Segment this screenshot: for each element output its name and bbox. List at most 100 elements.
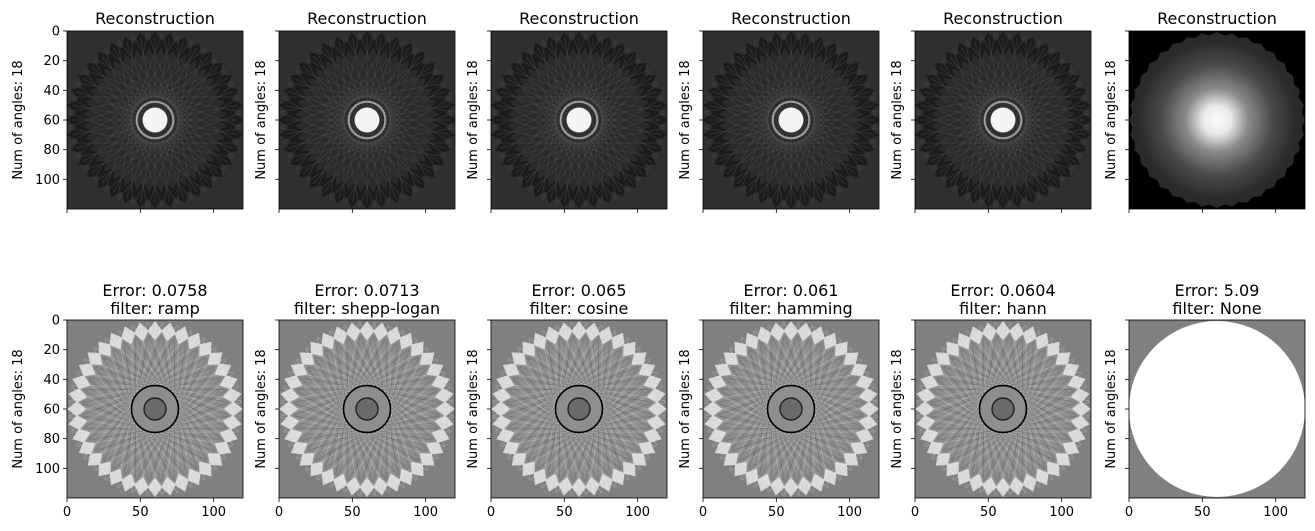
panel-title: Reconstruction	[307, 9, 427, 28]
streak-line	[740, 49, 799, 207]
blur-blob	[1137, 40, 1297, 200]
y-tick-label: 100	[35, 173, 60, 188]
streak-line	[704, 82, 870, 113]
streak-line	[280, 127, 446, 158]
y-axis-label: Num of angles: 18	[11, 349, 26, 468]
streak-line	[940, 58, 1026, 205]
streak-line	[556, 58, 642, 205]
x-tick-label: 50	[1194, 505, 1211, 520]
streak-line	[117, 41, 148, 207]
streak-line	[507, 40, 616, 170]
y-axis-label: Num of angles: 18	[678, 60, 693, 179]
streak-line	[529, 48, 659, 157]
streak-line	[359, 33, 418, 191]
streak-line	[117, 33, 148, 199]
streak-line	[162, 33, 193, 199]
streak-line	[931, 40, 1040, 170]
streak-line	[492, 69, 650, 128]
streak-line	[330, 40, 439, 170]
streak-line	[344, 35, 430, 182]
image-area	[67, 320, 243, 498]
ring	[559, 100, 599, 140]
streak-line	[162, 41, 193, 207]
y-tick-label: 20	[43, 54, 60, 69]
streak-line	[783, 33, 842, 191]
streak-line	[76, 82, 242, 113]
streak-line	[720, 69, 878, 128]
streak-line	[374, 41, 405, 207]
streak-line	[923, 48, 1053, 157]
streak-line	[118, 40, 227, 170]
streak-line	[916, 82, 1082, 113]
panel-title: Error: 0.065	[532, 281, 627, 300]
streak-line	[317, 48, 447, 157]
streak-line	[923, 83, 1053, 192]
center-dot	[778, 107, 804, 133]
streak-line	[344, 58, 430, 205]
streak-line	[282, 97, 429, 183]
streak-line	[83, 40, 192, 170]
streak-line	[280, 112, 438, 171]
streak-line	[995, 33, 1054, 191]
y-tick-label: 40	[43, 373, 60, 388]
streak-line	[147, 49, 206, 207]
streak-line	[754, 40, 863, 170]
subplot-panel: 0 20 40 60 80 100 0 50 100 Num of angles: 18 Error…	[11, 281, 244, 520]
error-center	[567, 397, 591, 421]
streak-line	[965, 33, 996, 199]
y-axis-label: Num of angles: 18	[1104, 60, 1119, 179]
streak-line	[494, 57, 641, 143]
x-tick-label: 100	[837, 505, 862, 520]
streak-line	[92, 35, 178, 182]
panel-title: Error: 0.0604	[950, 281, 1055, 300]
panel-subtitle: filter: hamming	[729, 299, 852, 318]
image-area	[491, 31, 667, 209]
y-tick-label: 0	[52, 25, 60, 40]
y-axis-label: Num of angles: 18	[254, 60, 269, 179]
streak-line	[720, 112, 878, 171]
panel-title: Reconstruction	[731, 9, 851, 28]
image-area	[1129, 31, 1305, 209]
x-tick-label: 0	[911, 505, 919, 520]
panel-title: Reconstruction	[519, 9, 639, 28]
streak-line	[916, 112, 1074, 171]
streak-line	[586, 41, 617, 207]
streak-line	[316, 33, 375, 191]
streak-line	[105, 83, 235, 192]
streak-line	[68, 82, 234, 113]
streak-line	[304, 58, 390, 205]
subplot-panel: 0 20 40 60 80 100 Num of angles: 18 Reconstruct…	[11, 9, 244, 213]
streak-line	[965, 41, 996, 207]
streak-line	[492, 112, 650, 171]
streak-line	[287, 48, 417, 157]
streak-line	[492, 127, 658, 158]
x-tick-label: 100	[201, 505, 226, 520]
streak-line	[508, 112, 666, 171]
streak-line	[105, 48, 235, 157]
subplot-panel: 0 50 100 Num of angles: 18 Error: 0.0604filt…	[890, 281, 1092, 520]
streak-line	[740, 33, 799, 191]
x-tick-label: 100	[1049, 505, 1074, 520]
ring	[771, 100, 811, 140]
streak-line	[287, 83, 417, 192]
streak-line	[916, 127, 1082, 158]
x-tick-label: 50	[132, 505, 149, 520]
streak-line	[516, 58, 602, 205]
error-center	[143, 397, 167, 421]
streak-line	[706, 57, 853, 143]
streak-line	[704, 112, 862, 171]
streak-line	[980, 35, 1066, 182]
streak-line	[494, 97, 641, 183]
streak-line	[542, 70, 651, 200]
streak-line	[706, 97, 853, 183]
panel-subtitle: filter: None	[1172, 299, 1261, 318]
streak-line	[374, 33, 405, 199]
panel-subtitle: filter: ramp	[110, 299, 200, 318]
y-tick-label: 20	[43, 343, 60, 358]
panel-subtitle: filter: cosine	[530, 299, 629, 318]
streak-line	[980, 58, 1066, 205]
streak-line	[556, 35, 642, 182]
streak-line	[282, 57, 429, 143]
streak-line	[317, 83, 447, 192]
streak-line	[359, 49, 418, 207]
